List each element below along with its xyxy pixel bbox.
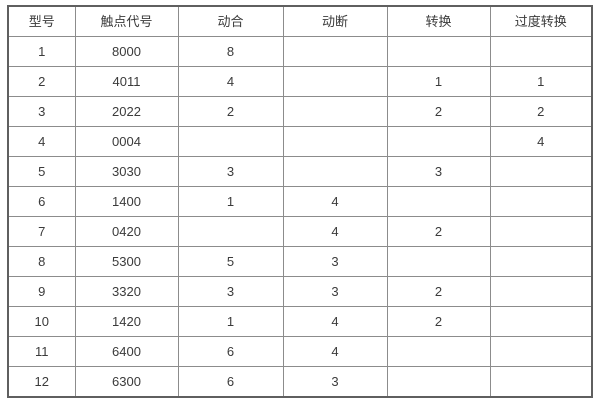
table-row: 5 3030 3 3 <box>7 156 593 187</box>
table-cell: 1 <box>177 306 284 337</box>
column-header-normally-closed: 动断 <box>282 5 388 37</box>
table-cell <box>489 276 593 307</box>
table-cell: 1400 <box>74 186 179 217</box>
table-cell: 5 <box>177 246 284 277</box>
table-cell <box>282 66 388 97</box>
table-cell: 3 <box>282 366 388 398</box>
table-cell <box>386 126 491 157</box>
table-cell <box>386 366 491 398</box>
table-cell: 2 <box>386 276 491 307</box>
table-cell: 4011 <box>74 66 179 97</box>
column-header-changeover: 转换 <box>386 5 491 37</box>
table-cell: 3 <box>7 96 76 127</box>
table-cell: 4 <box>177 66 284 97</box>
table-cell <box>489 216 593 247</box>
table-cell: 3320 <box>74 276 179 307</box>
table-row: 6 1400 1 4 <box>7 186 593 217</box>
table-cell: 5300 <box>74 246 179 277</box>
column-header-model: 型号 <box>7 5 76 37</box>
table-cell: 8 <box>7 246 76 277</box>
table-cell: 2022 <box>74 96 179 127</box>
header-row: 型号 触点代号 动合 动断 转换 过度转换 <box>7 5 593 37</box>
table-cell <box>489 36 593 67</box>
column-header-transition-changeover: 过度转换 <box>489 5 593 37</box>
table-cell: 8 <box>177 36 284 67</box>
table-cell: 6400 <box>74 336 179 367</box>
table-cell: 2 <box>177 96 284 127</box>
table-cell: 2 <box>489 96 593 127</box>
table-cell: 2 <box>386 96 491 127</box>
table-cell <box>177 216 284 247</box>
table-cell: 4 <box>282 336 388 367</box>
table-row: 7 0420 4 2 <box>7 216 593 247</box>
table-cell: 1 <box>489 66 593 97</box>
table-cell: 1 <box>7 36 76 67</box>
table-cell: 4 <box>282 216 388 247</box>
table-cell <box>386 36 491 67</box>
table-cell: 8000 <box>74 36 179 67</box>
table-cell <box>282 36 388 67</box>
table-cell: 4 <box>282 186 388 217</box>
table-row: 3 2022 2 2 2 <box>7 96 593 127</box>
table-cell <box>489 366 593 398</box>
table-cell: 6 <box>177 366 284 398</box>
table-cell: 9 <box>7 276 76 307</box>
table-cell <box>386 186 491 217</box>
table-cell <box>489 246 593 277</box>
table-row: 9 3320 3 3 2 <box>7 276 593 307</box>
table-cell: 4 <box>282 306 388 337</box>
column-header-normally-open: 动合 <box>177 5 284 37</box>
table-cell: 1 <box>386 66 491 97</box>
contact-configuration-table: 型号 触点代号 动合 动断 转换 过度转换 1 8000 8 2 4011 4 <box>7 5 593 398</box>
table-cell <box>282 96 388 127</box>
table-cell: 2 <box>386 306 491 337</box>
table-cell: 6300 <box>74 366 179 398</box>
table-cell <box>386 336 491 367</box>
table-cell: 3 <box>282 276 388 307</box>
table-cell <box>489 306 593 337</box>
table-row: 1 8000 8 <box>7 36 593 67</box>
table-cell <box>177 126 284 157</box>
table-cell: 2 <box>386 216 491 247</box>
table-row: 8 5300 5 3 <box>7 246 593 277</box>
table-cell: 3 <box>386 156 491 187</box>
table-cell <box>489 186 593 217</box>
table-cell <box>282 126 388 157</box>
table-cell: 10 <box>7 306 76 337</box>
table-row: 4 0004 4 <box>7 126 593 157</box>
table-cell: 0004 <box>74 126 179 157</box>
table-cell: 6 <box>177 336 284 367</box>
table-cell: 1 <box>177 186 284 217</box>
table-cell <box>489 156 593 187</box>
table-cell <box>282 156 388 187</box>
table-cell: 7 <box>7 216 76 247</box>
table-cell: 1420 <box>74 306 179 337</box>
column-header-contact-code: 触点代号 <box>74 5 179 37</box>
table-row: 11 6400 6 4 <box>7 336 593 367</box>
table-cell: 11 <box>7 336 76 367</box>
table-row: 2 4011 4 1 1 <box>7 66 593 97</box>
table-cell: 4 <box>7 126 76 157</box>
table-cell: 6 <box>7 186 76 217</box>
table-cell: 3 <box>177 156 284 187</box>
table-row: 10 1420 1 4 2 <box>7 306 593 337</box>
table-cell: 3 <box>177 276 284 307</box>
table-cell: 3 <box>282 246 388 277</box>
table-cell: 4 <box>489 126 593 157</box>
table-cell: 3030 <box>74 156 179 187</box>
table-cell <box>386 246 491 277</box>
table-cell: 12 <box>7 366 76 398</box>
table-row: 12 6300 6 3 <box>7 366 593 398</box>
table-cell <box>489 336 593 367</box>
table-cell: 0420 <box>74 216 179 247</box>
table-cell: 2 <box>7 66 76 97</box>
table-cell: 5 <box>7 156 76 187</box>
